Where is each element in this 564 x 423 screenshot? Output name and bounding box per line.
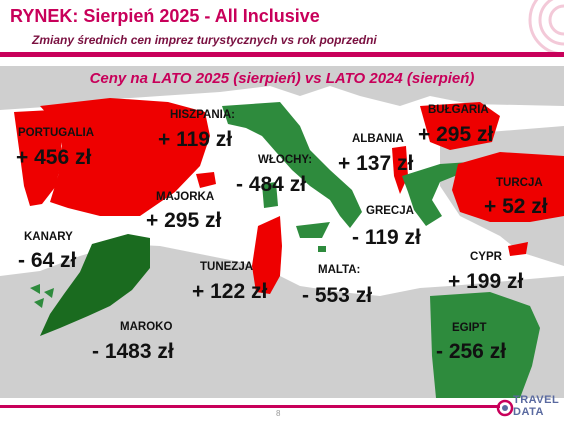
value-malta: - 553 zł [302, 284, 373, 307]
map-maroko [40, 234, 150, 336]
map-egipt [430, 292, 540, 398]
value-egipt: - 256 zł [436, 340, 507, 363]
travel-data-logo: TRAVEL DATA [496, 392, 564, 422]
label-turcja: TURCJA [496, 177, 543, 189]
map-grecja [402, 162, 470, 226]
land-europe-north [0, 66, 564, 110]
page-title: RYNEK: Sierpień 2025 - All Inclusive [10, 6, 320, 26]
value-bulgaria: + 295 zł [418, 123, 494, 146]
label-albania: ALBANIA [352, 133, 404, 145]
map-kanary [30, 284, 54, 308]
label-maroko: MAROKO [120, 321, 173, 333]
label-hiszpania: HISZPANIA: [170, 109, 235, 121]
map-bulgaria [420, 102, 500, 150]
header-divider [0, 52, 564, 57]
value-majorka: + 295 zł [146, 209, 222, 232]
value-albania: + 137 zł [338, 152, 414, 175]
label-malta: MALTA: [318, 264, 361, 276]
map-sycylia [296, 222, 330, 238]
value-portugalia: + 456 zł [16, 146, 92, 169]
land-africa-north [0, 244, 564, 398]
map [0, 66, 564, 398]
page-subtitle: Zmiany średnich cen imprez turystycznych… [32, 33, 377, 47]
value-cypr: + 199 zł [448, 270, 524, 293]
decorative-circles [528, 0, 564, 56]
map-portugalia [14, 110, 62, 206]
label-kanary: KANARY [24, 231, 73, 243]
map-tunezja [252, 216, 282, 294]
value-maroko: - 1483 zł [92, 340, 174, 363]
label-bulgaria: BUŁGARIA [428, 104, 489, 116]
map-wlochy [222, 102, 362, 228]
map-turcja [452, 152, 564, 222]
label-cypr: CYPR [470, 251, 502, 263]
map-majorka [196, 172, 216, 188]
map-albania [392, 146, 408, 194]
label-majorka: MAJORKA [156, 191, 215, 203]
label-portugalia: PORTUGALIA [18, 127, 95, 139]
value-turcja: + 52 zł [484, 195, 548, 218]
label-grecja: GRECJA [366, 205, 414, 217]
value-hiszpania: + 119 zł [158, 128, 233, 151]
value-grecja: - 119 zł [352, 226, 421, 249]
map-heading: Ceny na LATO 2025 (sierpień) vs LATO 202… [89, 70, 475, 87]
label-wlochy: WŁOCHY: [258, 154, 313, 166]
map-graphic [0, 66, 564, 398]
map-cypr [508, 242, 528, 256]
map-malta [318, 246, 326, 252]
map-hiszpania [40, 98, 210, 216]
logo-text-line2: DATA [513, 406, 544, 418]
value-wlochy: - 484 zł [236, 173, 307, 196]
label-tunezja: TUNEZJA [200, 261, 254, 273]
label-egipt: EGIPT [452, 322, 487, 334]
logo-text-line1: TRAVEL [513, 394, 560, 406]
page-number: 8 [276, 409, 281, 418]
map-sardynia [262, 182, 278, 208]
value-tunezja: + 122 zł [192, 280, 268, 303]
logo-icon [496, 399, 514, 417]
footer-divider [0, 405, 500, 408]
value-kanary: - 64 zł [18, 249, 77, 272]
